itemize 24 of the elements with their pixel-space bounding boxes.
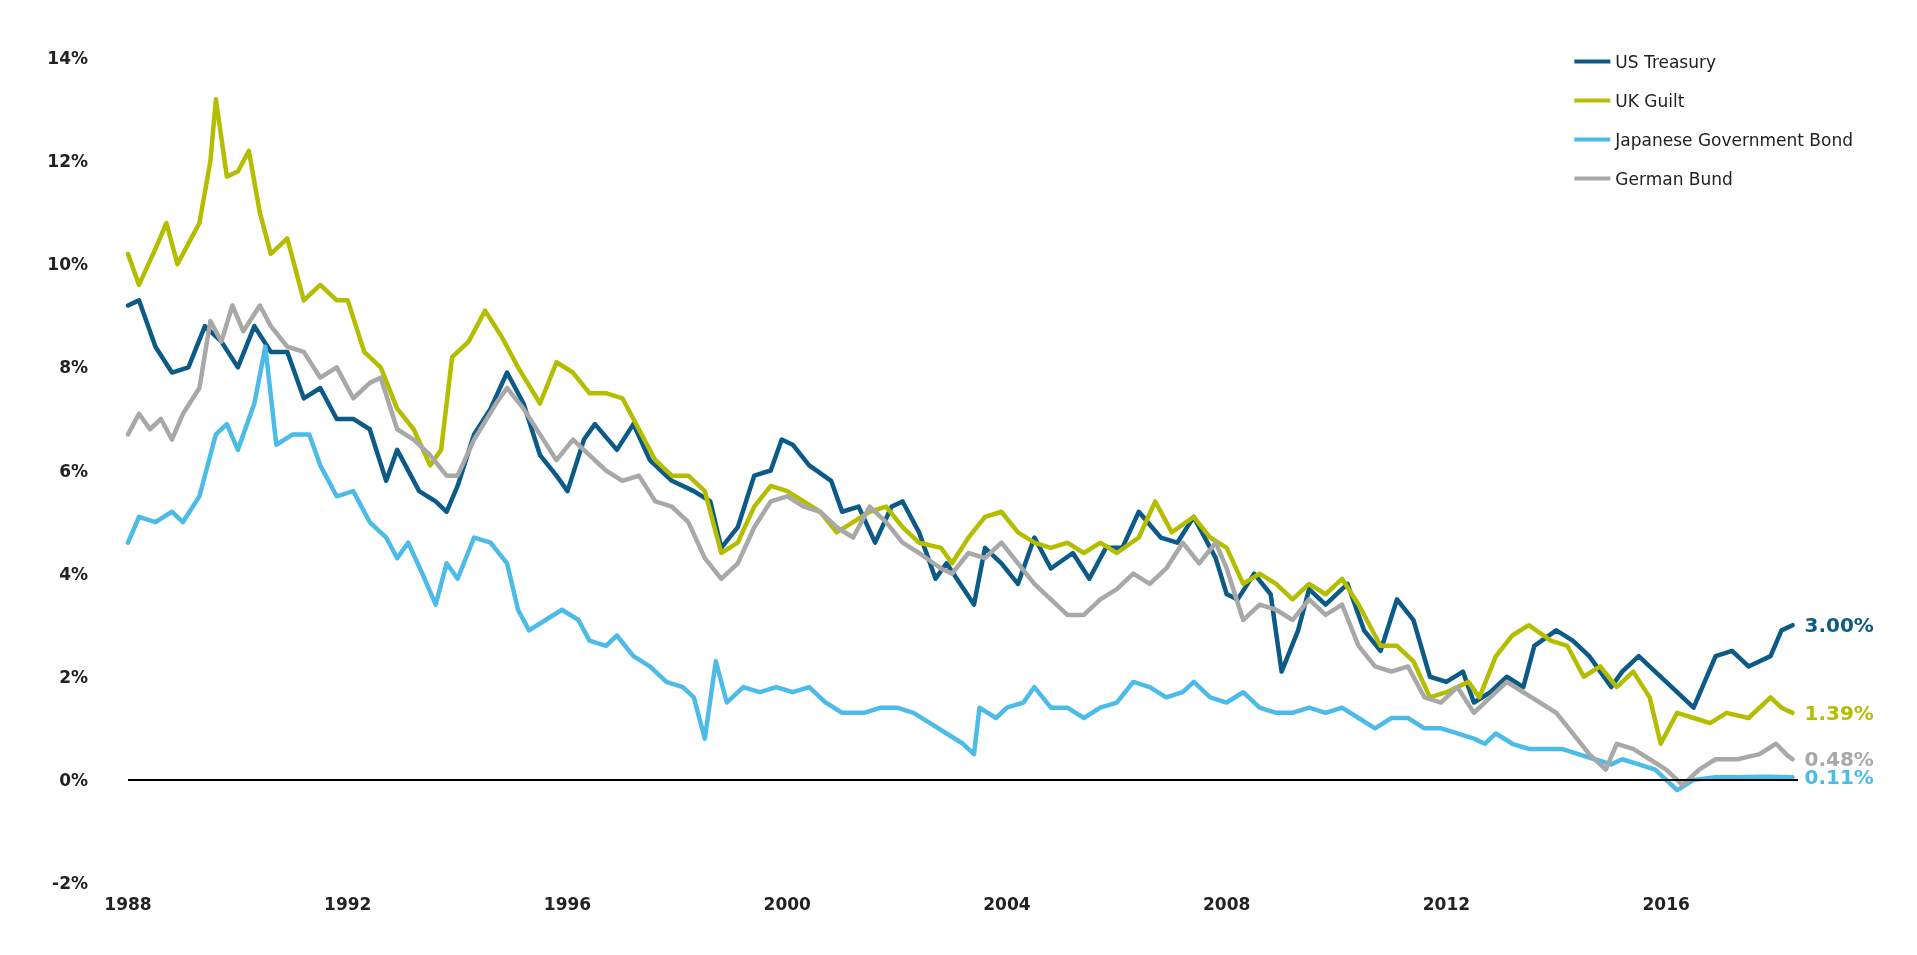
text: 0.11% [1804, 765, 1874, 790]
x-tick-label: 1988 [104, 893, 152, 914]
y-tick-label: 12% [47, 151, 88, 172]
x-tick-label: 2000 [763, 893, 812, 914]
y-tick-label: 6% [59, 460, 88, 481]
legend-label: Japanese Government Bond [1614, 129, 1854, 150]
y-tick-label: 10% [47, 254, 88, 275]
text: 1.39% [1804, 700, 1874, 725]
x-tick-label: 2004 [983, 893, 1031, 914]
y-tick-label: 14% [47, 48, 88, 68]
text: 3.00% [1804, 613, 1874, 638]
x-tick-label: 2008 [1203, 893, 1251, 914]
legend-label: UK Guilt [1615, 90, 1685, 111]
x-tick-label: 1996 [543, 893, 592, 914]
y-tick-label: 8% [59, 357, 88, 378]
legend-label: German Bund [1615, 168, 1733, 189]
x-tick-label: 2016 [1642, 893, 1690, 914]
y-tick-label: 4% [59, 563, 88, 584]
legend-label: US Treasury [1615, 51, 1717, 72]
y-tick-label: 2% [59, 666, 88, 687]
y-tick-label: -2% [52, 873, 88, 893]
x-tick-label: 2012 [1422, 893, 1471, 914]
y-tick-label: 0% [59, 769, 88, 790]
x-tick-label: 1992 [324, 893, 372, 914]
